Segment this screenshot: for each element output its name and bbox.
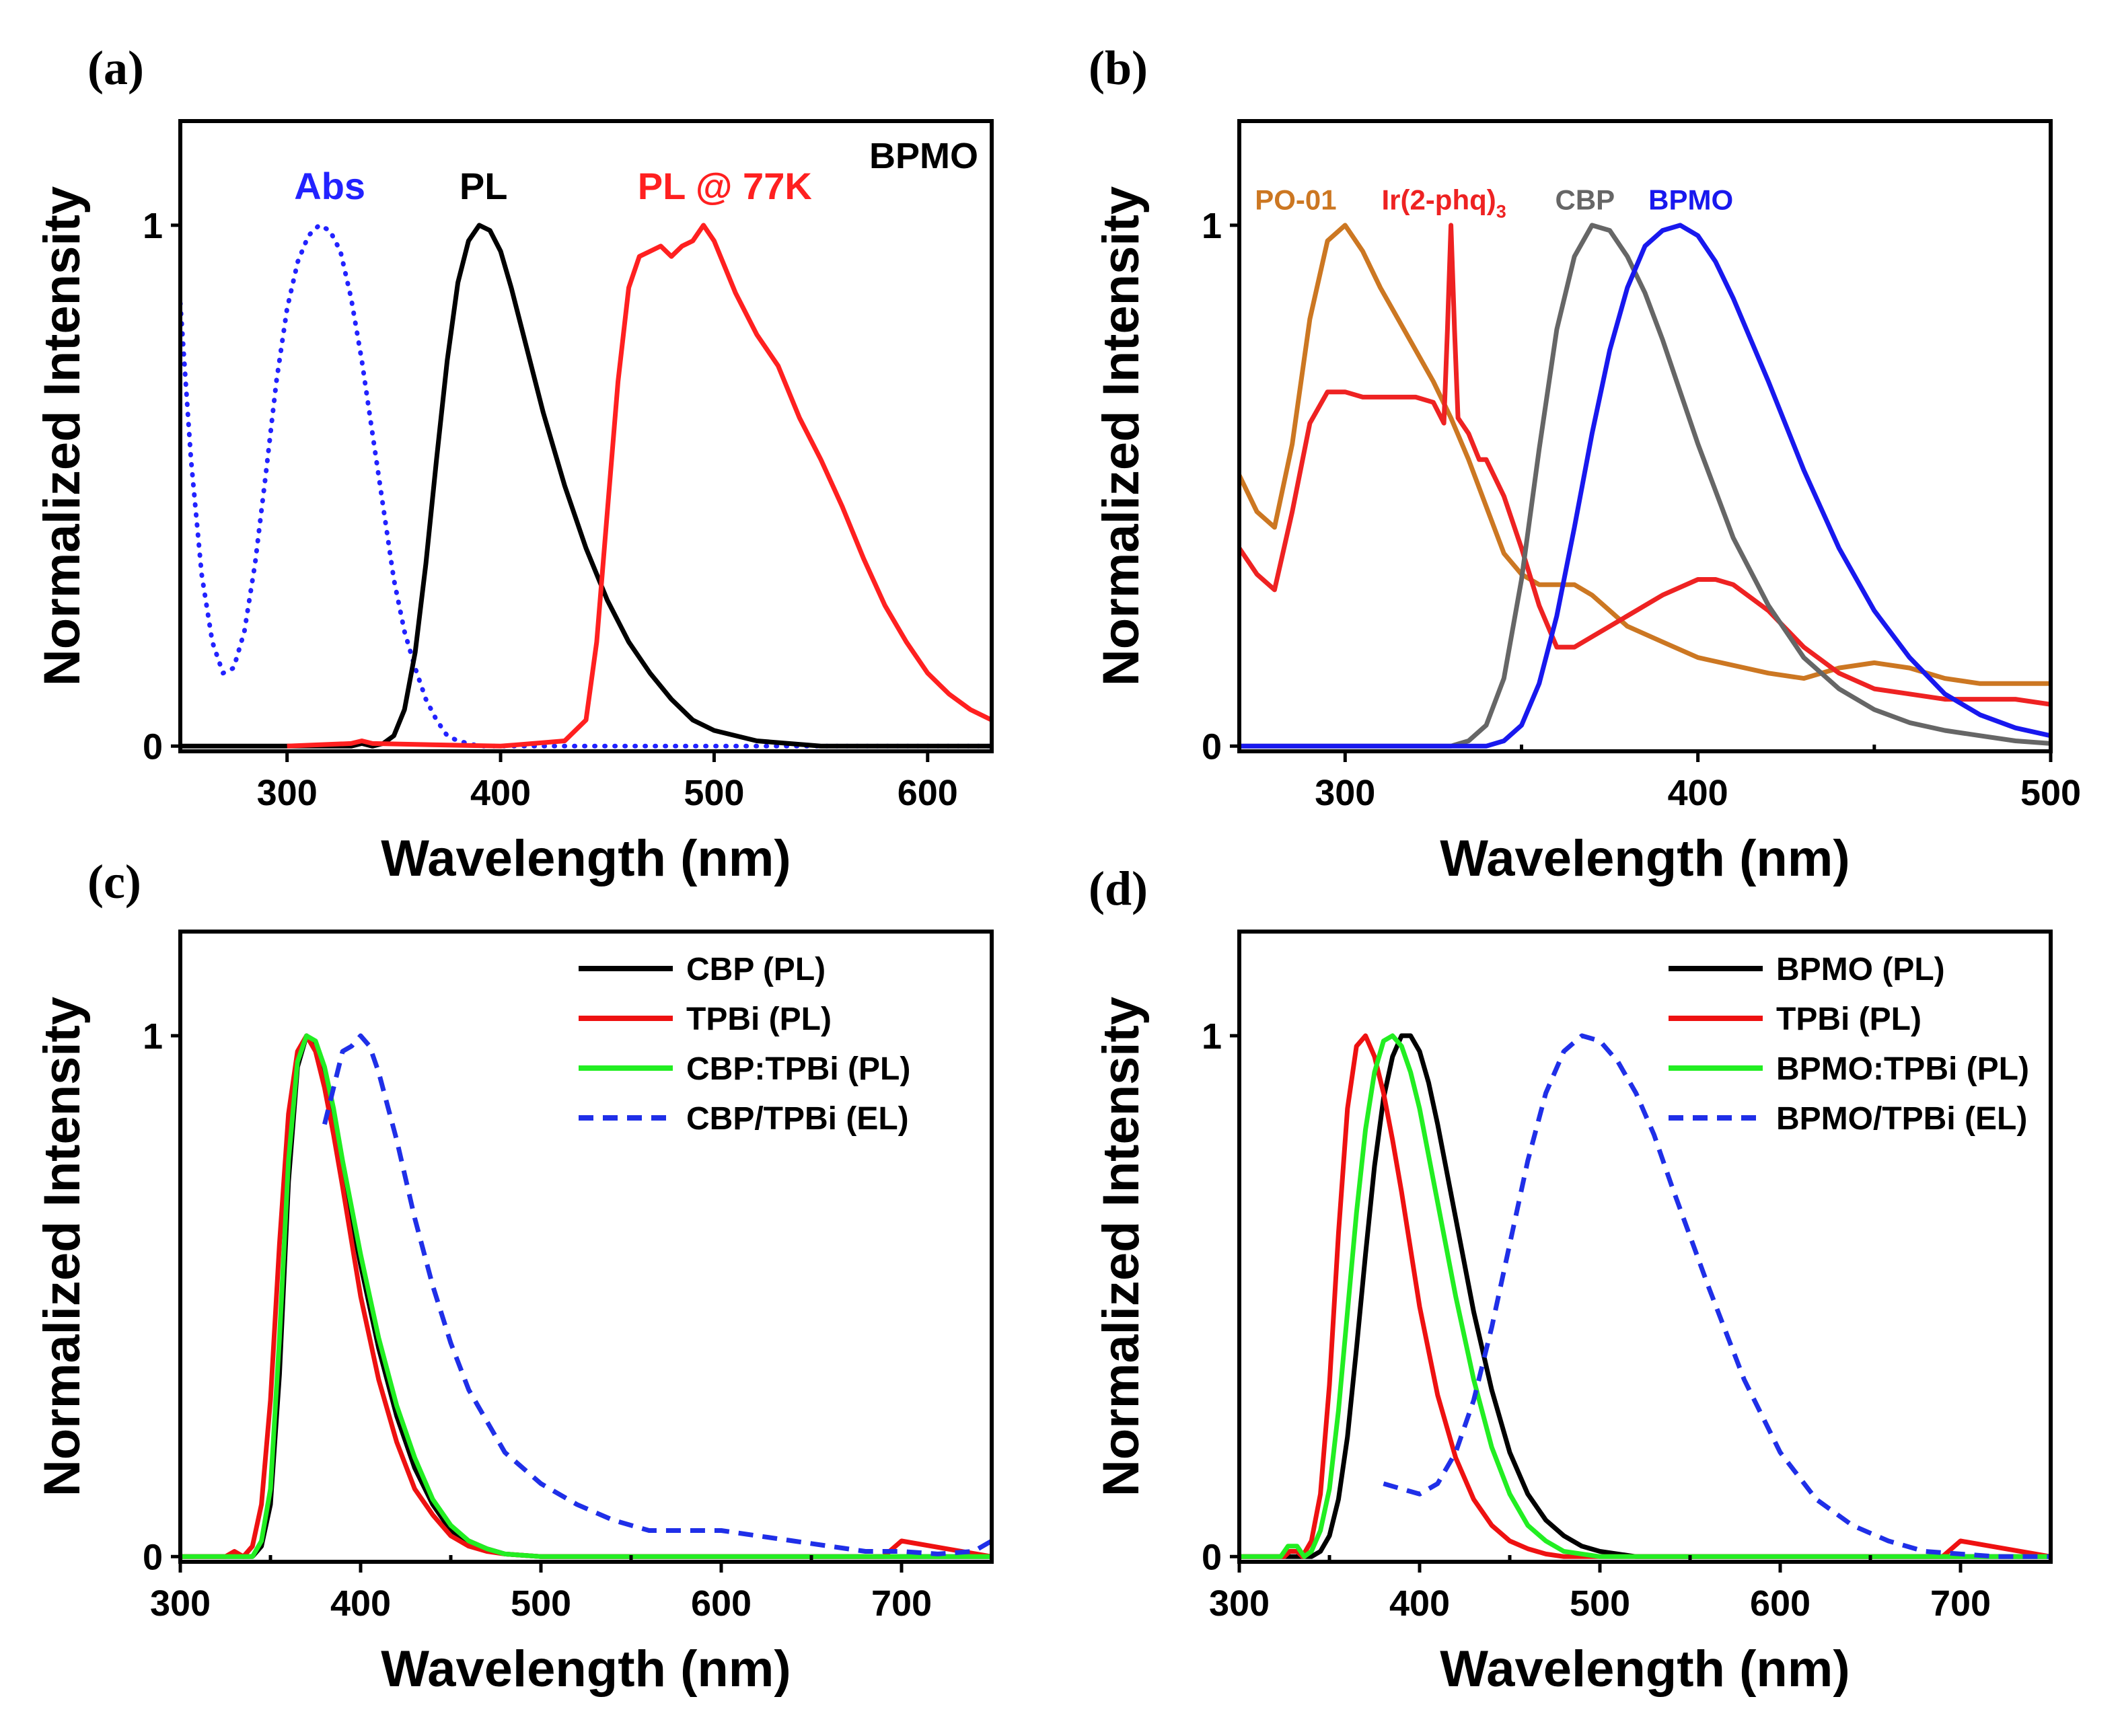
y-tick-label: 0 <box>143 726 163 767</box>
series-group <box>180 1033 992 1559</box>
series-label: BPMO <box>1648 184 1733 216</box>
chart-panel: (b) 300 400 500 0 1 Wavelength (nm) Normalized … <box>1089 41 2081 887</box>
x-tick-label: 300 <box>1315 773 1375 813</box>
legend-entry: TPBi (PL) <box>1776 1002 1922 1037</box>
panel-label: (c) <box>87 855 141 909</box>
series-label-text: CBP <box>1556 184 1615 216</box>
y-tick-label: 0 <box>1202 1537 1222 1577</box>
plot-frame <box>1237 930 2053 1564</box>
x-tick-label: 500 <box>511 1583 571 1624</box>
x-tick-label: 400 <box>470 773 531 813</box>
series-group <box>180 223 992 749</box>
series-label-text: Ir(2-phq) <box>1381 184 1496 216</box>
y-tick-label: 1 <box>1202 1016 1222 1057</box>
series-line <box>1239 223 2051 749</box>
x-axis-label: Wavelength (nm) <box>1440 830 1850 887</box>
x-tick-label: 400 <box>1389 1583 1450 1624</box>
y-axis-label: Normalized Intensity <box>34 186 91 686</box>
series-label: PL @ 77K <box>638 165 812 207</box>
x-axis-label: Wavelength (nm) <box>381 1640 791 1698</box>
x-tick-label: 700 <box>1930 1583 1991 1624</box>
series-label: Abs <box>294 165 365 207</box>
y-tick-label: 0 <box>143 1537 163 1577</box>
legend-entry: BPMO/TPBi (EL) <box>1776 1101 2027 1137</box>
x-tick-label: 600 <box>1750 1583 1810 1624</box>
series-label-subscript: 3 <box>1496 202 1506 222</box>
x-tick-label: 300 <box>1209 1583 1270 1624</box>
x-tick-label: 700 <box>871 1583 932 1624</box>
x-tick-label: 500 <box>1570 1583 1630 1624</box>
panel-label: (b) <box>1089 41 1148 95</box>
series-line <box>1239 1033 2051 1559</box>
series-line <box>322 1033 992 1556</box>
series-line <box>1239 1033 2051 1559</box>
series-label-text: Abs <box>294 165 365 207</box>
corner-label: BPMO <box>869 136 978 176</box>
y-axis-label: Normalized Intensity <box>1093 186 1150 686</box>
series-label-text: PL <box>460 165 508 207</box>
plot-frame <box>1237 119 2053 753</box>
chart-panel: (a) 300 400 500 600 0 1 Wavelength (nm) Normaliz… <box>34 41 994 887</box>
x-tick-label: 500 <box>2020 773 2081 813</box>
panel-label: (d) <box>1089 862 1148 915</box>
series-group <box>1239 1033 2051 1559</box>
y-axis-label: Normalized Intensity <box>34 997 91 1497</box>
x-axis-label: Wavelength (nm) <box>1440 1640 1850 1698</box>
series-group <box>1239 223 2051 749</box>
x-tick-label: 600 <box>898 773 958 813</box>
legend: CBP (PL) TPBi (PL) CBP:TPBi (PL) CBP/TPBi (… <box>579 952 910 1137</box>
y-tick-label: 1 <box>1202 206 1222 246</box>
chart-panel: (c) 300 400 500 600 700 0 1 Wavelength (nm) Norma… <box>34 855 994 1698</box>
x-tick-label: 600 <box>691 1583 752 1624</box>
x-tick-label: 400 <box>1668 773 1728 813</box>
legend-entry: BPMO (PL) <box>1776 952 1945 987</box>
legend: BPMO (PL) TPBi (PL) BPMO:TPBi (PL) BPMO/TPB… <box>1669 952 2029 1137</box>
series-label: Ir(2-phq)3 <box>1381 184 1506 222</box>
y-axis-label: Normalized Intensity <box>1093 997 1150 1497</box>
series-label-text: PL @ 77K <box>638 165 812 207</box>
x-tick-label: 300 <box>150 1583 211 1624</box>
series-label: PO-01 <box>1255 184 1336 216</box>
series-label-text: PO-01 <box>1255 184 1336 216</box>
series-line <box>287 223 992 749</box>
series-line <box>1239 223 2051 749</box>
chart-panel: (d) 300 400 500 600 700 0 1 Wavelength (nm) Norma… <box>1089 862 2053 1698</box>
legend-entry: CBP (PL) <box>686 952 826 987</box>
x-tick-label: 500 <box>684 773 744 813</box>
y-tick-label: 1 <box>143 206 163 246</box>
x-tick-label: 300 <box>257 773 318 813</box>
legend-entry: CBP/TPBi (EL) <box>686 1101 909 1137</box>
y-tick-label: 1 <box>143 1016 163 1057</box>
series-line <box>1239 1033 2051 1559</box>
plot-frame <box>178 119 994 753</box>
series-label: PL <box>460 165 508 207</box>
x-axis-label: Wavelength (nm) <box>381 830 791 887</box>
y-tick-label: 0 <box>1202 726 1222 767</box>
series-line <box>1239 223 2051 707</box>
plot-frame <box>178 930 994 1564</box>
legend-entry: TPBi (PL) <box>686 1002 832 1037</box>
panel-label: (a) <box>87 41 144 95</box>
series-label: CBP <box>1556 184 1615 216</box>
legend-entry: CBP:TPBi (PL) <box>686 1051 910 1087</box>
series-line <box>180 1033 992 1559</box>
x-tick-label: 400 <box>330 1583 391 1624</box>
legend-entry: BPMO:TPBi (PL) <box>1776 1051 2029 1087</box>
series-label-text: BPMO <box>1648 184 1733 216</box>
